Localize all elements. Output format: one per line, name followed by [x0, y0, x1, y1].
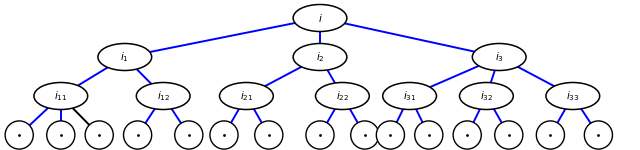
Ellipse shape — [124, 121, 152, 149]
Ellipse shape — [5, 121, 33, 149]
Text: $i_2$: $i_2$ — [316, 50, 324, 64]
Text: $i_{11}$: $i_{11}$ — [54, 89, 68, 103]
Ellipse shape — [460, 82, 513, 109]
Ellipse shape — [472, 44, 526, 70]
Ellipse shape — [351, 121, 379, 149]
Text: $i_{32}$: $i_{32}$ — [480, 89, 493, 103]
Ellipse shape — [293, 44, 347, 70]
Ellipse shape — [306, 121, 334, 149]
Ellipse shape — [453, 121, 481, 149]
Ellipse shape — [136, 82, 190, 109]
Ellipse shape — [316, 82, 369, 109]
Ellipse shape — [293, 4, 347, 32]
Text: $i_{31}$: $i_{31}$ — [403, 89, 417, 103]
Ellipse shape — [536, 121, 564, 149]
Ellipse shape — [220, 82, 273, 109]
Ellipse shape — [85, 121, 113, 149]
Ellipse shape — [175, 121, 203, 149]
Text: $i$: $i$ — [317, 12, 323, 24]
Text: $i_1$: $i_1$ — [120, 50, 129, 64]
Ellipse shape — [383, 82, 436, 109]
Ellipse shape — [210, 121, 238, 149]
Ellipse shape — [584, 121, 612, 149]
Text: $i_{21}$: $i_{21}$ — [239, 89, 253, 103]
Text: $i_{33}$: $i_{33}$ — [566, 89, 580, 103]
Ellipse shape — [255, 121, 283, 149]
Ellipse shape — [98, 44, 152, 70]
Ellipse shape — [34, 82, 88, 109]
Text: $i_3$: $i_3$ — [495, 50, 504, 64]
Ellipse shape — [47, 121, 75, 149]
Ellipse shape — [495, 121, 523, 149]
Text: $i_{12}$: $i_{12}$ — [157, 89, 170, 103]
Ellipse shape — [376, 121, 404, 149]
Text: $i_{22}$: $i_{22}$ — [336, 89, 349, 103]
Ellipse shape — [546, 82, 600, 109]
Ellipse shape — [415, 121, 443, 149]
